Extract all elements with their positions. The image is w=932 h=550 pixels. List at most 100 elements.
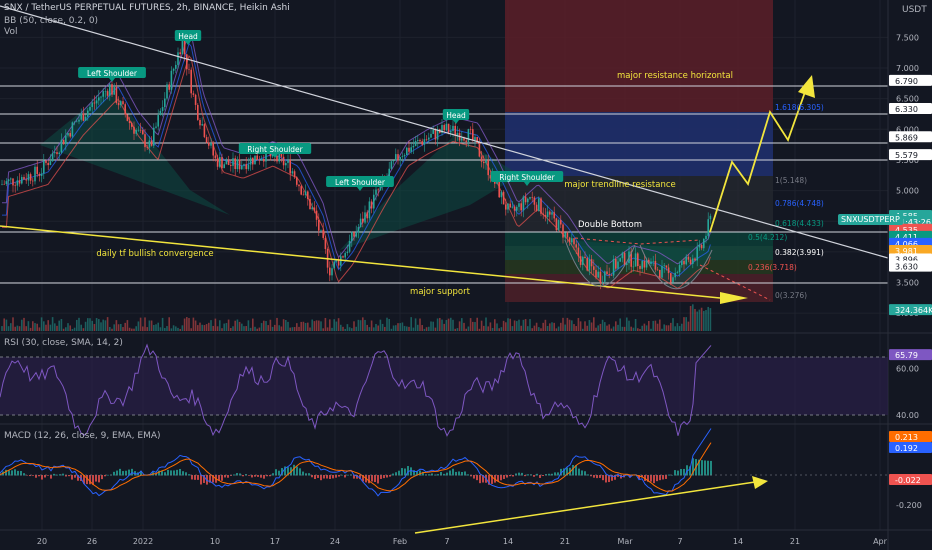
volume-bar <box>368 327 371 331</box>
volume-bar <box>73 327 76 331</box>
candle-body <box>282 156 285 166</box>
volume-bar <box>296 323 298 331</box>
candle-body <box>307 191 309 199</box>
candle-body <box>370 201 373 209</box>
currency-label[interactable]: USDT <box>902 5 927 15</box>
candle-body <box>619 258 621 262</box>
candle-body <box>161 107 164 111</box>
candle-body <box>549 211 551 215</box>
candle-body <box>476 137 478 144</box>
candle-body <box>441 125 443 133</box>
volume-bar <box>432 321 434 331</box>
candle-body <box>346 251 349 254</box>
volume-bar <box>623 326 626 331</box>
macd-hist-bar <box>38 475 40 477</box>
macd-hist-bar <box>128 469 130 476</box>
pattern-badge: Right Shoulder <box>499 173 555 182</box>
volume-bar <box>619 318 621 331</box>
candle-body <box>280 153 283 157</box>
volume-bar <box>696 311 698 331</box>
fib-level-label: 1(5.148) <box>775 176 807 185</box>
volume-bar <box>359 320 362 331</box>
macd-hist-bar <box>488 475 490 485</box>
price-axis[interactable]: 7.5007.0006.5006.0005.5005.0004.5004.000… <box>889 33 932 318</box>
macd-indicator-label[interactable]: MACD (12, 26, close, 9, EMA, EMA) <box>4 431 161 441</box>
volume-bar <box>386 317 388 331</box>
chart-title[interactable]: SNX / TetherUS PERPETUAL FUTURES, 2h, BI… <box>4 3 290 13</box>
candle-body <box>645 259 648 268</box>
candle-body <box>634 253 637 267</box>
rsi-pane <box>0 343 888 437</box>
candle-body <box>478 143 481 157</box>
macd-tick: -0.200 <box>896 501 922 510</box>
macd-hist-bar <box>254 475 256 477</box>
macd-hist-bar <box>50 475 52 479</box>
macd-hist-bar <box>479 475 481 484</box>
time-tick: 14 <box>733 537 743 546</box>
candle-body <box>373 194 375 209</box>
candle-body <box>522 196 525 211</box>
volume-bar <box>84 321 87 331</box>
volume-bar <box>278 325 280 331</box>
macd-hist-bar <box>116 470 118 476</box>
candle-body <box>159 110 162 116</box>
macd-hist-bar <box>263 475 265 479</box>
candle-body <box>329 267 331 276</box>
time-axis[interactable]: 20 26 2022 10 17 24 Feb 7 14 21 Mar 7 14 21 Apr <box>37 537 888 546</box>
macd-hist-bar <box>239 473 241 476</box>
candle-body <box>247 164 250 170</box>
macd-hist-bar <box>518 472 520 476</box>
volume-bar <box>124 322 126 331</box>
macd-hist-bar <box>338 475 340 477</box>
candle-body <box>529 196 531 199</box>
macd-hist-bar <box>308 473 310 476</box>
candle-body <box>335 259 338 262</box>
volume-bar <box>47 320 49 331</box>
volume-bar <box>291 327 294 331</box>
vol-indicator-label[interactable]: Vol <box>4 27 18 37</box>
macd-hist-bar <box>380 475 382 479</box>
volume-bar <box>340 324 342 331</box>
price-label: 6.790 <box>895 77 918 86</box>
candle-body <box>1 183 3 185</box>
candle-body <box>144 134 146 148</box>
macd-hist-bar <box>32 475 34 476</box>
macd-hist-bar <box>71 475 73 480</box>
candle-body <box>524 196 527 203</box>
volume-bar <box>170 328 173 331</box>
candle-body <box>23 177 25 180</box>
candle-body <box>320 229 322 231</box>
candle-body <box>58 152 60 155</box>
volume-bar <box>621 326 624 331</box>
macd-hist-bar <box>374 475 376 483</box>
candle-body <box>54 152 56 154</box>
macd-hist-bar <box>449 470 451 476</box>
candle-body <box>557 220 560 231</box>
candle-body <box>461 138 463 141</box>
price-label-bg <box>889 304 932 316</box>
candle-body <box>10 178 12 180</box>
volume-bar <box>586 325 588 331</box>
macd-hist-bar <box>20 470 22 476</box>
volume-bar <box>417 324 419 331</box>
candle-body <box>212 142 214 156</box>
candle-body <box>203 124 206 138</box>
candle-body <box>632 266 635 268</box>
volume-bar <box>384 326 386 331</box>
fib-level-label: 0.618(4.433) <box>775 219 824 228</box>
macd-hist-bar <box>680 468 682 476</box>
volume-bar <box>106 317 109 331</box>
candle-body <box>588 259 591 271</box>
bb-indicator-label[interactable]: BB (50, close, 0.2, 0) <box>4 16 99 26</box>
volume-bar <box>626 317 628 331</box>
candle-body <box>355 232 357 237</box>
volume-bar <box>571 320 573 331</box>
macd-hist-bar <box>194 475 196 480</box>
rsi-indicator-label[interactable]: RSI (30, close, SMA, 14, 2) <box>4 338 123 348</box>
candle-body <box>582 256 584 265</box>
time-tick: Apr <box>873 537 888 546</box>
time-tick: 21 <box>560 537 570 546</box>
macd-hist-bar <box>419 470 421 476</box>
macd-hist-bar <box>557 472 559 476</box>
